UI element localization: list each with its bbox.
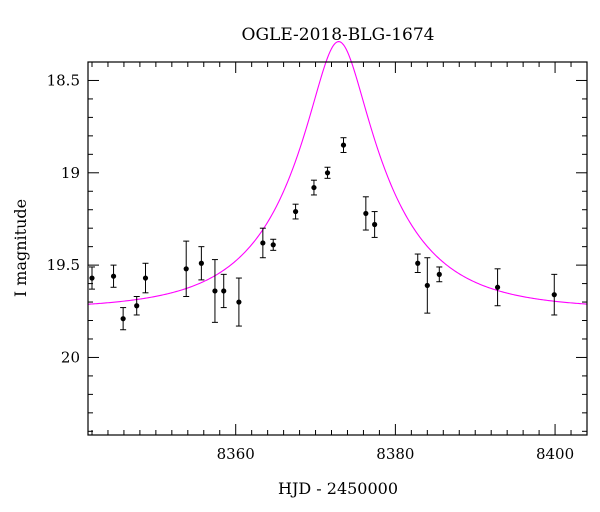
- data-point: [236, 299, 242, 305]
- x-axis-label: HJD - 2450000: [278, 479, 398, 498]
- plot-frame: [87, 61, 588, 436]
- model-curve-layer: [87, 41, 588, 305]
- data-point: [142, 275, 149, 281]
- model-curve: [87, 41, 588, 305]
- chart-title: OGLE-2018-BLG-1674: [242, 25, 435, 45]
- data-point: [551, 292, 557, 298]
- data-point: [260, 240, 266, 246]
- data-point: [292, 208, 299, 215]
- data-point: [372, 221, 378, 228]
- y-tick-label: 18.5: [47, 71, 80, 89]
- y-axis-label: I magnitude: [11, 199, 30, 297]
- data-point: [311, 184, 317, 191]
- data-point: [198, 260, 204, 266]
- y-tick-label: 20: [61, 348, 80, 366]
- x-tick-label: 8360: [217, 445, 255, 463]
- data-point: [436, 271, 442, 277]
- data-point: [415, 260, 421, 266]
- data-point: [110, 273, 117, 279]
- data-point: [340, 142, 347, 148]
- data-point: [120, 316, 126, 322]
- axis-tick-labels: 8360 8380 8400 18.5 19 19.5 20: [47, 71, 575, 463]
- data-point: [134, 303, 140, 309]
- data-point: [183, 266, 189, 272]
- data-point: [89, 275, 95, 281]
- x-tick-label: 8400: [536, 445, 574, 463]
- data-point: [363, 210, 369, 217]
- data-point: [424, 282, 430, 289]
- y-tick-label: 19.5: [47, 256, 80, 274]
- data-point: [221, 288, 227, 294]
- y-tick-label: 19: [61, 164, 80, 182]
- axis-ticks: [88, 61, 588, 435]
- data-point: [494, 284, 501, 290]
- data-point: [212, 288, 218, 294]
- data-point: [324, 170, 331, 176]
- data-point: [270, 242, 276, 248]
- x-tick-label: 8380: [376, 445, 414, 463]
- data-points-layer: [88, 137, 558, 331]
